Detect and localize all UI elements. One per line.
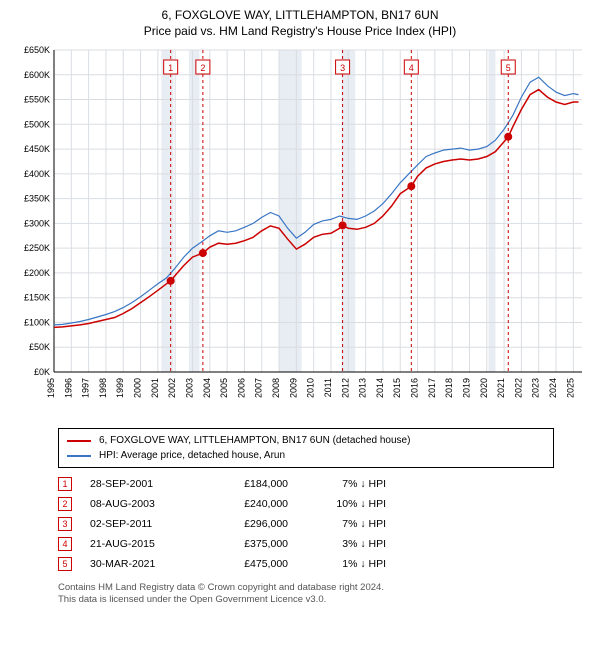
- svg-text:2002: 2002: [167, 378, 177, 398]
- sale-marker: 4: [58, 537, 72, 551]
- sale-diff: 7% ↓ HPI: [306, 478, 386, 490]
- svg-text:2: 2: [200, 63, 205, 73]
- title-subtitle: Price paid vs. HM Land Registry's House …: [6, 24, 594, 38]
- svg-text:1995: 1995: [46, 378, 56, 398]
- sales-row: 5 30-MAR-2021 £475,000 1% ↓ HPI: [58, 554, 554, 574]
- svg-text:£600K: £600K: [24, 70, 50, 80]
- sale-date: 02-SEP-2011: [90, 518, 190, 530]
- sale-date: 30-MAR-2021: [90, 558, 190, 570]
- legend-label: HPI: Average price, detached house, Arun: [99, 448, 285, 463]
- svg-text:5: 5: [506, 63, 511, 73]
- svg-text:2008: 2008: [271, 378, 281, 398]
- sale-diff: 10% ↓ HPI: [306, 498, 386, 510]
- svg-text:£400K: £400K: [24, 169, 50, 179]
- svg-text:2021: 2021: [496, 378, 506, 398]
- legend-swatch: [67, 440, 91, 442]
- legend-row: HPI: Average price, detached house, Arun: [67, 448, 545, 463]
- svg-text:2001: 2001: [150, 378, 160, 398]
- sales-row: 3 02-SEP-2011 £296,000 7% ↓ HPI: [58, 514, 554, 534]
- svg-text:£500K: £500K: [24, 119, 50, 129]
- sale-price: £240,000: [208, 498, 288, 510]
- sales-row: 4 21-AUG-2015 £375,000 3% ↓ HPI: [58, 534, 554, 554]
- svg-text:2005: 2005: [219, 378, 229, 398]
- sales-table: 1 28-SEP-2001 £184,000 7% ↓ HPI 2 08-AUG-2003…: [58, 474, 554, 574]
- svg-text:£550K: £550K: [24, 95, 50, 105]
- svg-text:2012: 2012: [340, 378, 350, 398]
- svg-text:2020: 2020: [479, 378, 489, 398]
- svg-text:2006: 2006: [236, 378, 246, 398]
- svg-text:2009: 2009: [288, 378, 298, 398]
- legend-label: 6, FOXGLOVE WAY, LITTLEHAMPTON, BN17 6UN…: [99, 433, 410, 448]
- svg-text:1999: 1999: [115, 378, 125, 398]
- svg-text:2013: 2013: [358, 378, 368, 398]
- sale-price: £184,000: [208, 478, 288, 490]
- title-address: 6, FOXGLOVE WAY, LITTLEHAMPTON, BN17 6UN: [6, 8, 594, 22]
- svg-text:1: 1: [168, 63, 173, 73]
- svg-text:£50K: £50K: [29, 342, 50, 352]
- svg-text:£350K: £350K: [24, 194, 50, 204]
- svg-text:2004: 2004: [202, 378, 212, 398]
- title-block: 6, FOXGLOVE WAY, LITTLEHAMPTON, BN17 6UN…: [6, 8, 594, 38]
- sale-date: 28-SEP-2001: [90, 478, 190, 490]
- svg-text:2015: 2015: [392, 378, 402, 398]
- legend-swatch: [67, 455, 91, 457]
- footer-attribution: Contains HM Land Registry data © Crown c…: [58, 582, 554, 607]
- sale-price: £475,000: [208, 558, 288, 570]
- svg-text:2011: 2011: [323, 378, 333, 397]
- svg-text:2007: 2007: [254, 378, 264, 398]
- sale-date: 08-AUG-2003: [90, 498, 190, 510]
- svg-text:£200K: £200K: [24, 268, 50, 278]
- svg-text:1998: 1998: [98, 378, 108, 398]
- svg-text:£250K: £250K: [24, 243, 50, 253]
- svg-text:4: 4: [409, 63, 414, 73]
- svg-text:3: 3: [340, 63, 345, 73]
- sale-price: £296,000: [208, 518, 288, 530]
- svg-text:2024: 2024: [548, 378, 558, 398]
- svg-text:2022: 2022: [513, 378, 523, 398]
- sales-row: 2 08-AUG-2003 £240,000 10% ↓ HPI: [58, 494, 554, 514]
- footer-line-2: This data is licensed under the Open Gov…: [58, 594, 554, 606]
- svg-text:2019: 2019: [461, 378, 471, 398]
- sale-marker: 2: [58, 497, 72, 511]
- legend-row: 6, FOXGLOVE WAY, LITTLEHAMPTON, BN17 6UN…: [67, 433, 545, 448]
- sales-row: 1 28-SEP-2001 £184,000 7% ↓ HPI: [58, 474, 554, 494]
- svg-text:2003: 2003: [184, 378, 194, 398]
- sale-diff: 7% ↓ HPI: [306, 518, 386, 530]
- svg-text:2014: 2014: [375, 378, 385, 398]
- svg-text:£300K: £300K: [24, 218, 50, 228]
- sale-diff: 3% ↓ HPI: [306, 538, 386, 550]
- svg-text:2000: 2000: [133, 378, 143, 398]
- svg-text:2010: 2010: [306, 378, 316, 398]
- sale-marker: 1: [58, 477, 72, 491]
- svg-text:£100K: £100K: [24, 317, 50, 327]
- svg-text:£150K: £150K: [24, 293, 50, 303]
- sale-marker: 3: [58, 517, 72, 531]
- legend: 6, FOXGLOVE WAY, LITTLEHAMPTON, BN17 6UN…: [58, 428, 554, 468]
- svg-text:2017: 2017: [427, 378, 437, 398]
- svg-text:2025: 2025: [565, 378, 575, 398]
- footer-line-1: Contains HM Land Registry data © Crown c…: [58, 582, 554, 594]
- sale-date: 21-AUG-2015: [90, 538, 190, 550]
- svg-text:2016: 2016: [410, 378, 420, 398]
- svg-text:£450K: £450K: [24, 144, 50, 154]
- chart-area: £0K £50K £100K £150K £200K £250K £300K £350K £40…: [6, 42, 590, 422]
- chart-container: 6, FOXGLOVE WAY, LITTLEHAMPTON, BN17 6UN…: [0, 0, 600, 650]
- sale-price: £375,000: [208, 538, 288, 550]
- sale-diff: 1% ↓ HPI: [306, 558, 386, 570]
- svg-text:£0K: £0K: [34, 367, 50, 377]
- svg-text:2023: 2023: [531, 378, 541, 398]
- svg-text:1997: 1997: [81, 378, 91, 398]
- svg-text:2018: 2018: [444, 378, 454, 398]
- line-chart-svg: £0K £50K £100K £150K £200K £250K £300K £350K £40…: [6, 42, 590, 422]
- svg-text:£650K: £650K: [24, 45, 50, 55]
- sale-marker: 5: [58, 557, 72, 571]
- svg-text:1996: 1996: [63, 378, 73, 398]
